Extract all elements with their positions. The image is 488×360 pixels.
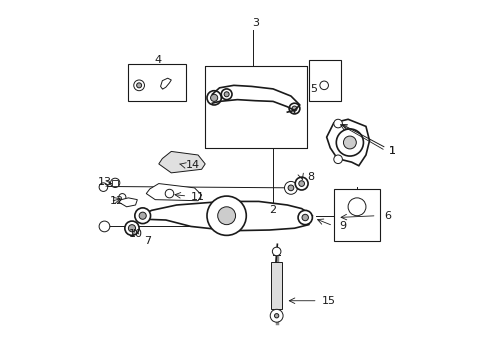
Circle shape <box>99 183 107 192</box>
Polygon shape <box>137 202 312 231</box>
Polygon shape <box>159 152 205 173</box>
Text: 1: 1 <box>342 125 395 157</box>
Circle shape <box>165 189 173 198</box>
Text: 9: 9 <box>339 221 346 231</box>
Bar <box>111 180 118 186</box>
Circle shape <box>291 106 296 111</box>
Bar <box>205 66 306 148</box>
Polygon shape <box>326 119 369 166</box>
Polygon shape <box>119 198 137 207</box>
Text: 6: 6 <box>383 211 390 221</box>
Circle shape <box>134 80 144 91</box>
Bar <box>128 64 185 102</box>
Text: 3: 3 <box>251 18 258 28</box>
Circle shape <box>287 185 293 191</box>
Circle shape <box>119 194 125 201</box>
Circle shape <box>336 129 363 156</box>
Text: 8: 8 <box>306 172 313 182</box>
Text: 4: 4 <box>154 55 162 65</box>
Circle shape <box>333 155 342 163</box>
Circle shape <box>284 181 297 194</box>
Circle shape <box>298 210 312 225</box>
Circle shape <box>128 225 135 232</box>
Text: 13: 13 <box>98 177 112 187</box>
Circle shape <box>298 181 304 186</box>
Bar <box>333 189 380 241</box>
Circle shape <box>124 221 139 235</box>
Text: 15: 15 <box>321 296 335 306</box>
Polygon shape <box>146 184 201 201</box>
Text: 12: 12 <box>110 197 124 206</box>
Text: 2: 2 <box>269 205 276 215</box>
Circle shape <box>295 177 307 190</box>
Circle shape <box>343 136 356 149</box>
Bar <box>308 60 340 102</box>
Circle shape <box>302 214 308 221</box>
Text: 5: 5 <box>310 84 317 94</box>
Circle shape <box>135 208 150 224</box>
Circle shape <box>206 91 221 105</box>
Circle shape <box>274 314 278 318</box>
Text: 7: 7 <box>144 236 151 246</box>
Circle shape <box>224 92 229 97</box>
Circle shape <box>333 119 342 128</box>
Circle shape <box>347 198 365 216</box>
Circle shape <box>217 207 235 225</box>
Circle shape <box>110 178 120 188</box>
Circle shape <box>288 103 299 114</box>
Circle shape <box>136 83 142 88</box>
Circle shape <box>99 221 110 232</box>
Circle shape <box>139 212 146 219</box>
Circle shape <box>270 309 283 322</box>
Text: 10: 10 <box>129 229 143 239</box>
Circle shape <box>272 247 281 256</box>
Circle shape <box>221 89 231 100</box>
Text: 1: 1 <box>388 146 395 156</box>
Circle shape <box>319 81 328 90</box>
Text: 11: 11 <box>191 192 204 202</box>
Polygon shape <box>270 262 282 309</box>
Circle shape <box>206 196 246 235</box>
Circle shape <box>210 94 217 102</box>
Text: 14: 14 <box>185 159 200 170</box>
